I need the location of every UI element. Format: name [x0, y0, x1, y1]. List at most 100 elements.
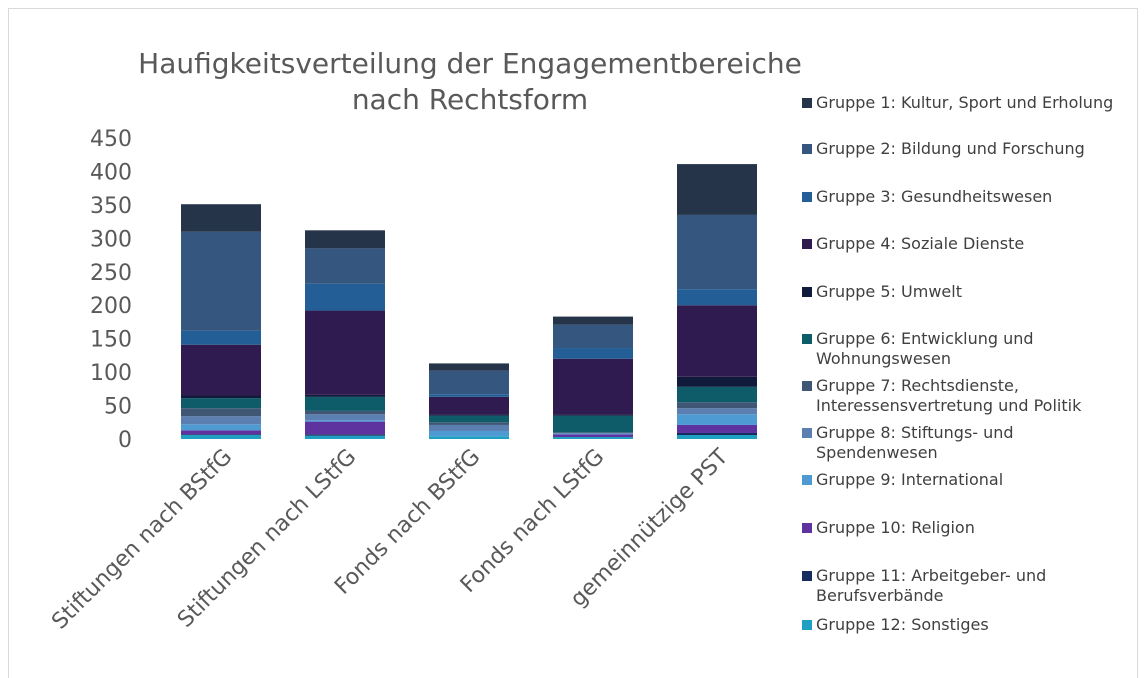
y-tick-label: 350	[90, 194, 132, 219]
bar-segment	[677, 164, 757, 215]
bar-segment	[553, 324, 633, 349]
bar-segment	[181, 231, 261, 331]
legend-item: Gruppe 9: International	[800, 470, 1140, 490]
bar-segment	[181, 416, 261, 425]
bar-segment	[305, 420, 385, 422]
bar-segment	[429, 415, 509, 423]
legend-label: Gruppe 2: Bildung und Forschung	[816, 139, 1085, 158]
y-tick-label: 300	[90, 227, 132, 252]
bar-segment	[181, 430, 261, 435]
legend-label: Gruppe 4: Soziale Dienste	[816, 234, 1025, 253]
bar-segment	[429, 363, 509, 371]
bar-segment	[305, 230, 385, 249]
bar-segment	[305, 248, 385, 284]
bar-segment	[553, 348, 633, 359]
legend-label: Gruppe 3: Gesundheitswesen	[816, 187, 1053, 206]
legend-label: Gruppe 11: Arbeitgeber- und Berufsverbän…	[816, 566, 1047, 605]
bar-segment	[553, 436, 633, 439]
legend-item: Gruppe 8: Stiftungs- und Spendenwesen	[800, 423, 1140, 463]
bar-segment	[429, 414, 509, 416]
legend-item: Gruppe 2: Bildung und Forschung	[800, 139, 1140, 159]
bar-segment	[429, 422, 509, 425]
legend-swatch	[802, 475, 812, 485]
bar-segment	[429, 436, 509, 439]
bar-segment	[429, 430, 509, 437]
legend-label: Gruppe 5: Umwelt	[816, 282, 962, 301]
bar-segment	[429, 424, 509, 431]
legend-swatch	[802, 334, 812, 344]
bar-segment	[677, 214, 757, 290]
bar-segment	[429, 394, 509, 397]
bar-segment	[677, 424, 757, 433]
y-tick-label: 100	[90, 361, 132, 386]
bar-segment	[553, 316, 633, 325]
y-tick-label: 450	[90, 127, 132, 152]
bar-segment	[305, 435, 385, 439]
bar-segment	[553, 434, 633, 437]
bar-segment	[677, 432, 757, 435]
bar-segment	[181, 330, 261, 345]
chart-frame	[8, 8, 1138, 678]
bar-segment	[305, 310, 385, 395]
bar-segment	[677, 434, 757, 439]
bar-segment	[305, 410, 385, 415]
legend-swatch	[802, 523, 812, 533]
bar-segment	[305, 396, 385, 411]
y-tick-label: 250	[90, 261, 132, 286]
bar-segment	[305, 394, 385, 397]
legend-item: Gruppe 7: Rechtsdienste, Interessensvert…	[800, 376, 1140, 416]
bar-segment	[429, 396, 509, 415]
bar-segment	[305, 283, 385, 311]
legend-swatch	[802, 192, 812, 202]
bar-segment	[553, 415, 633, 433]
bar-segment	[305, 421, 385, 435]
legend-item: Gruppe 12: Sonstiges	[800, 615, 1140, 635]
bar-segment	[181, 408, 261, 417]
legend-swatch	[802, 620, 812, 630]
legend-swatch	[802, 287, 812, 297]
legend-swatch	[802, 381, 812, 391]
legend-label: Gruppe 7: Rechtsdienste, Interessensvert…	[816, 376, 1082, 415]
legend-label: Gruppe 6: Entwicklung und Wohnungswesen	[816, 329, 1034, 368]
bar-segment	[677, 376, 757, 387]
bar-segment	[677, 305, 757, 377]
bar-segment	[181, 434, 261, 439]
bar-segment	[553, 433, 633, 435]
y-tick-label: 0	[118, 428, 132, 453]
bar-segment	[677, 408, 757, 415]
bar-segment	[181, 398, 261, 409]
bar-segment	[677, 289, 757, 306]
legend-swatch	[802, 428, 812, 438]
bar-segment	[181, 344, 261, 396]
bar-segment	[553, 358, 633, 415]
legend-swatch	[802, 239, 812, 249]
bar-segment	[677, 386, 757, 403]
bar-segment	[305, 434, 385, 436]
legend-swatch	[802, 98, 812, 108]
legend-item: Gruppe 3: Gesundheitswesen	[800, 187, 1140, 207]
legend-label: Gruppe 12: Sonstiges	[816, 615, 989, 634]
legend-swatch	[802, 144, 812, 154]
bar-segment	[181, 424, 261, 431]
legend-item: Gruppe 11: Arbeitgeber- und Berufsverbän…	[800, 566, 1140, 606]
y-tick-label: 150	[90, 328, 132, 353]
chart-title: Haufigkeitsverteilung der Engagementbere…	[138, 47, 802, 116]
bar-segment	[181, 395, 261, 399]
bar-segment	[429, 370, 509, 395]
bar-segment	[181, 434, 261, 435]
bar-segment	[553, 432, 633, 434]
legend-label: Gruppe 1: Kultur, Sport und Erholung	[816, 93, 1114, 112]
legend-label: Gruppe 10: Religion	[816, 518, 975, 537]
bar-segment	[181, 204, 261, 232]
legend-label: Gruppe 9: International	[816, 470, 1004, 489]
legend-item: Gruppe 10: Religion	[800, 518, 1140, 538]
y-tick-label: 50	[104, 395, 132, 420]
legend-item: Gruppe 5: Umwelt	[800, 282, 1140, 302]
legend-swatch	[802, 571, 812, 581]
y-tick-label: 400	[90, 160, 132, 185]
bar-segment	[553, 414, 633, 416]
legend-item: Gruppe 4: Soziale Dienste	[800, 234, 1140, 254]
bar-segment	[305, 414, 385, 421]
